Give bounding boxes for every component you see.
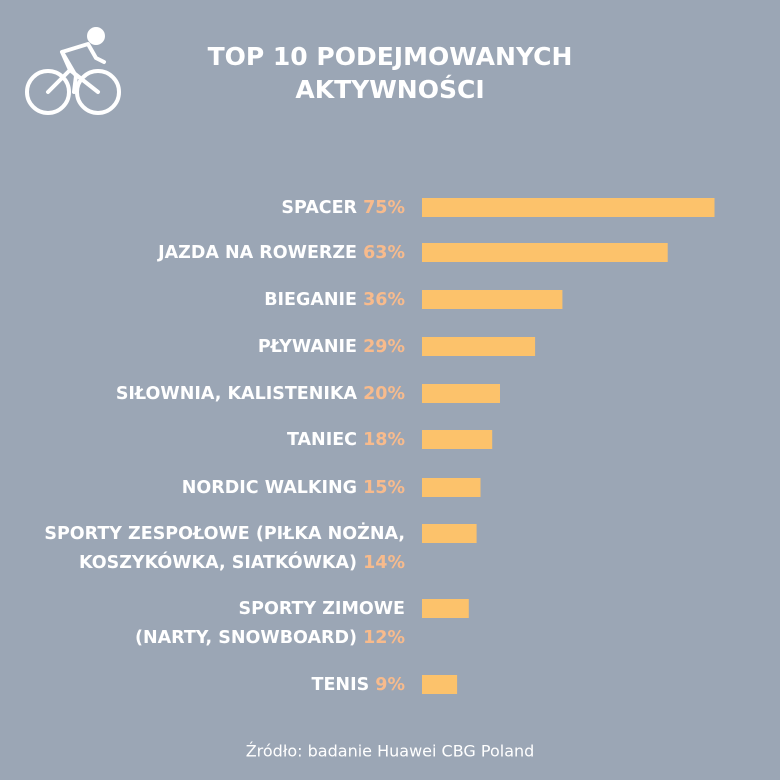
category-label-line: TENIS bbox=[312, 675, 370, 695]
source-note: Źródło: badanie Huawei CBG Poland bbox=[246, 742, 535, 761]
category-label-line: PŁYWANIE bbox=[258, 337, 357, 357]
category-label-line: NORDIC WALKING bbox=[182, 478, 357, 498]
category-label: TANIEC 18% bbox=[287, 430, 405, 450]
category-label: SPACER 75% bbox=[281, 198, 405, 218]
value-label: 14% bbox=[363, 553, 405, 573]
category-label: PŁYWANIE 29% bbox=[258, 337, 405, 357]
category-label-line: KOSZYKÓWKA, SIATKÓWKA) bbox=[79, 551, 357, 573]
value-label: 63% bbox=[363, 243, 405, 263]
title-line: AKTYWNOŚCI bbox=[295, 74, 484, 104]
category-label-line: JAZDA NA ROWERZE bbox=[157, 243, 357, 263]
category-label: (NARTY, SNOWBOARD) 12% bbox=[135, 628, 405, 648]
value-label: 20% bbox=[363, 384, 405, 404]
bar bbox=[422, 243, 668, 262]
category-label-line: SPACER bbox=[281, 198, 357, 218]
category-label: KOSZYKÓWKA, SIATKÓWKA) 14% bbox=[79, 551, 405, 573]
category-label: JAZDA NA ROWERZE 63% bbox=[157, 243, 405, 263]
bar bbox=[422, 384, 500, 403]
value-label: 15% bbox=[363, 478, 405, 498]
bar bbox=[422, 478, 481, 497]
category-label: NORDIC WALKING 15% bbox=[182, 478, 405, 498]
bar bbox=[422, 430, 493, 449]
value-label: 36% bbox=[363, 290, 405, 310]
category-label: SPORTY ZESPOŁOWE (PIŁKA NOŻNA, bbox=[44, 522, 405, 544]
category-label-line: BIEGANIE bbox=[264, 290, 357, 310]
bar bbox=[422, 290, 563, 309]
value-label: 9% bbox=[375, 675, 405, 695]
bar bbox=[422, 524, 477, 543]
value-label: 75% bbox=[363, 198, 405, 218]
category-label-line: SPORTY ZIMOWE bbox=[239, 599, 405, 619]
value-label: 18% bbox=[363, 430, 405, 450]
category-label-line: (NARTY, SNOWBOARD) bbox=[135, 628, 357, 648]
category-label: SPORTY ZIMOWE bbox=[239, 599, 405, 619]
value-label: 29% bbox=[363, 337, 405, 357]
category-label-line: TANIEC bbox=[287, 430, 357, 450]
category-label: TENIS 9% bbox=[312, 675, 405, 695]
category-label-line: SPORTY ZESPOŁOWE (PIŁKA NOŻNA, bbox=[44, 522, 405, 544]
bar bbox=[422, 599, 469, 618]
category-label: BIEGANIE 36% bbox=[264, 290, 405, 310]
chart-title: TOP 10 PODEJMOWANYCH AKTYWNOŚCI bbox=[208, 42, 573, 104]
title-line: TOP 10 PODEJMOWANYCH bbox=[208, 42, 573, 71]
bar bbox=[422, 198, 715, 217]
bar bbox=[422, 337, 536, 356]
value-label: 12% bbox=[363, 628, 405, 648]
category-label-line: SIŁOWNIA, KALISTENIKA bbox=[116, 384, 358, 404]
bar bbox=[422, 675, 458, 694]
cyclist-icon bbox=[25, 27, 121, 115]
category-label: SIŁOWNIA, KALISTENIKA 20% bbox=[116, 384, 405, 404]
